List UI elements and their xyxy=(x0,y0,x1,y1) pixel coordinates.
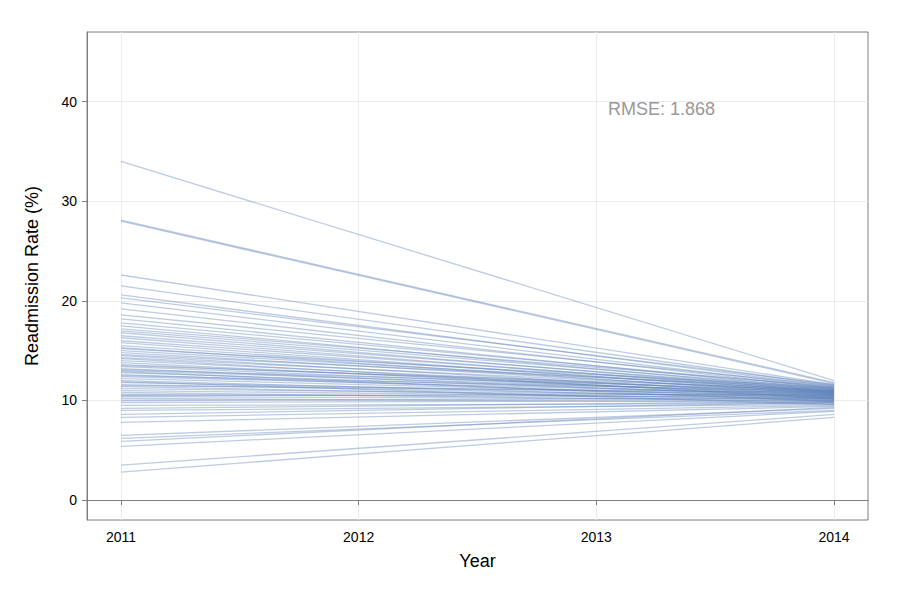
svg-text:2011: 2011 xyxy=(106,529,136,545)
svg-text:0: 0 xyxy=(69,492,77,508)
svg-text:2014: 2014 xyxy=(818,529,849,545)
svg-text:Year: Year xyxy=(459,551,495,571)
svg-text:2013: 2013 xyxy=(581,529,612,545)
svg-text:40: 40 xyxy=(61,94,77,110)
svg-text:RMSE: 1.868: RMSE: 1.868 xyxy=(608,99,716,119)
svg-text:20: 20 xyxy=(61,293,77,309)
svg-text:2012: 2012 xyxy=(343,529,374,545)
svg-text:10: 10 xyxy=(61,392,77,408)
svg-text:30: 30 xyxy=(61,193,77,209)
svg-text:Readmission Rate (%): Readmission Rate (%) xyxy=(22,186,42,366)
